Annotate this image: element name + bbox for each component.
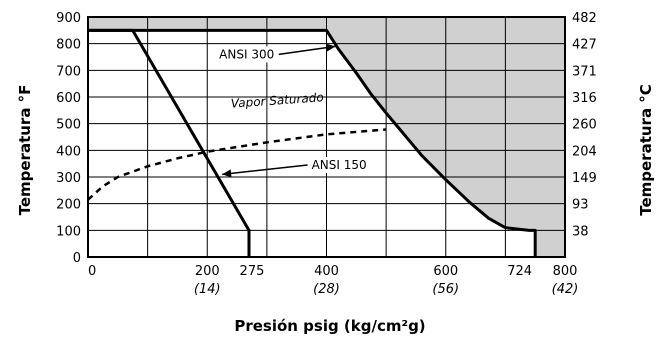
tick-labels: 0 200 (14) 275 400 (28) 600 (56) 724 800 (42) 0 100 2… <box>56 11 597 297</box>
y-axis-title-left: Temperatura °F <box>16 85 34 216</box>
y-tick-label-left: 600 <box>56 91 81 106</box>
grid <box>88 17 565 257</box>
y-tick-label-right: 38 <box>572 224 589 239</box>
annotation-ansi-300-bg <box>217 46 279 63</box>
y-tick-label-left: 400 <box>56 144 81 159</box>
y-tick-label-left: 0 <box>73 251 81 266</box>
x-axis-title: Presión psig (kg/cm²g) <box>234 317 425 335</box>
annotation-ansi-300-label: ANSI 300 <box>219 47 274 61</box>
series-vapor-saturado <box>87 128 387 201</box>
y-tick-label-left: 100 <box>56 224 81 239</box>
x-tick-sublabel: (28) <box>313 282 340 297</box>
x-tick-label: 200 <box>195 264 220 279</box>
x-tick-sublabel: (56) <box>432 282 459 297</box>
y-tick-label-right: 316 <box>572 91 597 106</box>
y-tick-label-left: 800 <box>56 38 81 53</box>
y-tick-label-right: 482 <box>572 11 597 26</box>
y-tick-label-left: 500 <box>56 118 81 133</box>
x-tick-label: 600 <box>433 264 458 279</box>
y-tick-label-left: 700 <box>56 64 81 79</box>
y-tick-label-right: 260 <box>572 118 597 133</box>
annotation-ansi-300-arrowhead <box>325 43 336 52</box>
x-tick-label: 0 <box>88 264 96 279</box>
annotation-ansi-150-arrowhead <box>222 169 232 178</box>
annotation-ansi-150-label: ANSI 150 <box>312 158 367 172</box>
y-axis-title-right: Temperatura °C <box>637 84 655 216</box>
annotation-vapor-saturado-label: Vapor Saturado <box>230 90 324 110</box>
y-tick-label-right: 204 <box>572 144 597 159</box>
annotations: ANSI 300 ANSI 150 Vapor Saturado <box>217 43 372 178</box>
annotation-ansi-150-bg <box>309 157 372 173</box>
y-tick-label-left: 200 <box>56 198 81 213</box>
y-tick-label-right: 149 <box>572 171 597 186</box>
series-ansi-300 <box>88 28 537 257</box>
x-tick-label: 800 <box>553 264 578 279</box>
x-tick-sublabel: (42) <box>552 282 579 297</box>
y-tick-label-right: 427 <box>572 38 597 53</box>
series <box>87 28 537 257</box>
y-tick-label-left: 300 <box>56 171 81 186</box>
y-tick-label-right: 371 <box>572 64 597 79</box>
annotation-ansi-300-arrow <box>278 45 336 56</box>
annotation-ansi-150-arrow <box>222 164 308 176</box>
series-ansi-150 <box>88 28 251 257</box>
x-tick-label: 275 <box>240 264 265 279</box>
y-tick-label-left: 900 <box>56 11 81 26</box>
y-tick-label-right: 93 <box>572 198 589 213</box>
plot-frame <box>87 16 566 258</box>
x-tick-label: 400 <box>314 264 339 279</box>
x-tick-label: 724 <box>507 264 532 279</box>
x-tick-sublabel: (14) <box>194 282 221 297</box>
